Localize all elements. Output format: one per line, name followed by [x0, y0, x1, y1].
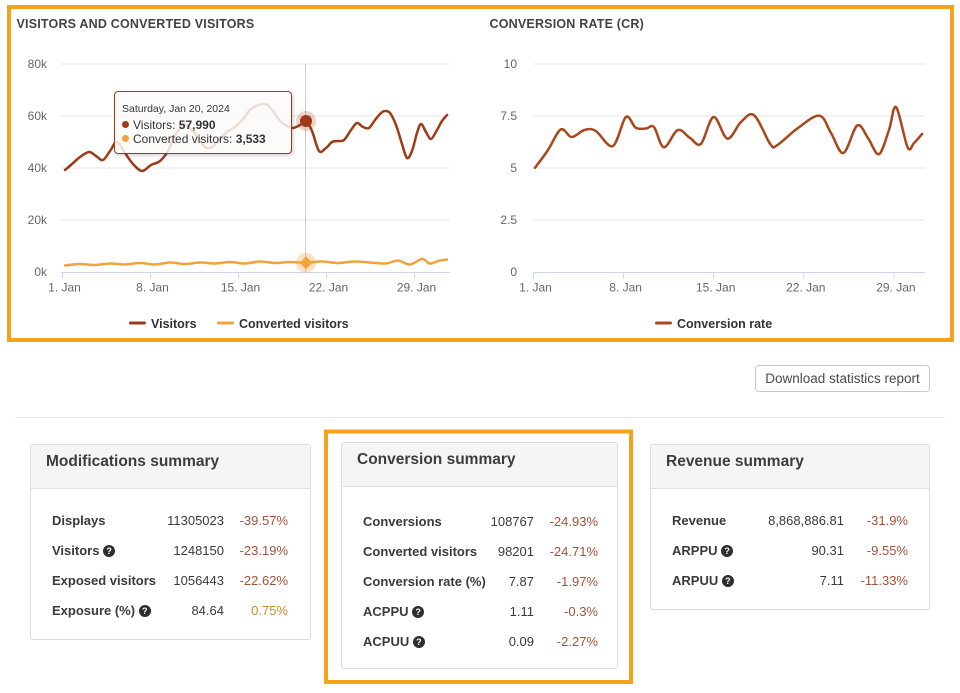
svg-text:80k: 80k: [28, 57, 48, 71]
svg-text:22. Jan: 22. Jan: [786, 281, 825, 295]
svg-text:0k: 0k: [34, 265, 48, 279]
svg-text:20k: 20k: [28, 213, 48, 227]
svg-text:Converted visitors: Converted visitors: [239, 317, 349, 331]
svg-text:8. Jan: 8. Jan: [136, 281, 169, 295]
svg-text:29. Jan: 29. Jan: [397, 281, 436, 295]
svg-text:8. Jan: 8. Jan: [609, 281, 642, 295]
svg-text:1. Jan: 1. Jan: [519, 281, 552, 295]
svg-text:60k: 60k: [28, 109, 48, 123]
svg-text:15. Jan: 15. Jan: [221, 281, 260, 295]
svg-text:Conversion rate: Conversion rate: [677, 317, 772, 331]
svg-text:10: 10: [504, 57, 518, 71]
svg-text:2.5: 2.5: [500, 213, 517, 227]
svg-text:29. Jan: 29. Jan: [876, 281, 915, 295]
svg-text:7.5: 7.5: [500, 109, 517, 123]
svg-text:40k: 40k: [28, 161, 48, 175]
svg-text:5: 5: [510, 161, 517, 175]
svg-text:CONVERSION RATE (CR): CONVERSION RATE (CR): [490, 17, 644, 31]
svg-text:0: 0: [510, 265, 517, 279]
svg-text:Visitors: Visitors: [151, 317, 197, 331]
svg-text:VISITORS AND CONVERTED VISITOR: VISITORS AND CONVERTED VISITORS: [17, 17, 255, 31]
svg-text:15. Jan: 15. Jan: [696, 281, 735, 295]
svg-text:1. Jan: 1. Jan: [48, 281, 81, 295]
svg-text:22. Jan: 22. Jan: [309, 281, 348, 295]
